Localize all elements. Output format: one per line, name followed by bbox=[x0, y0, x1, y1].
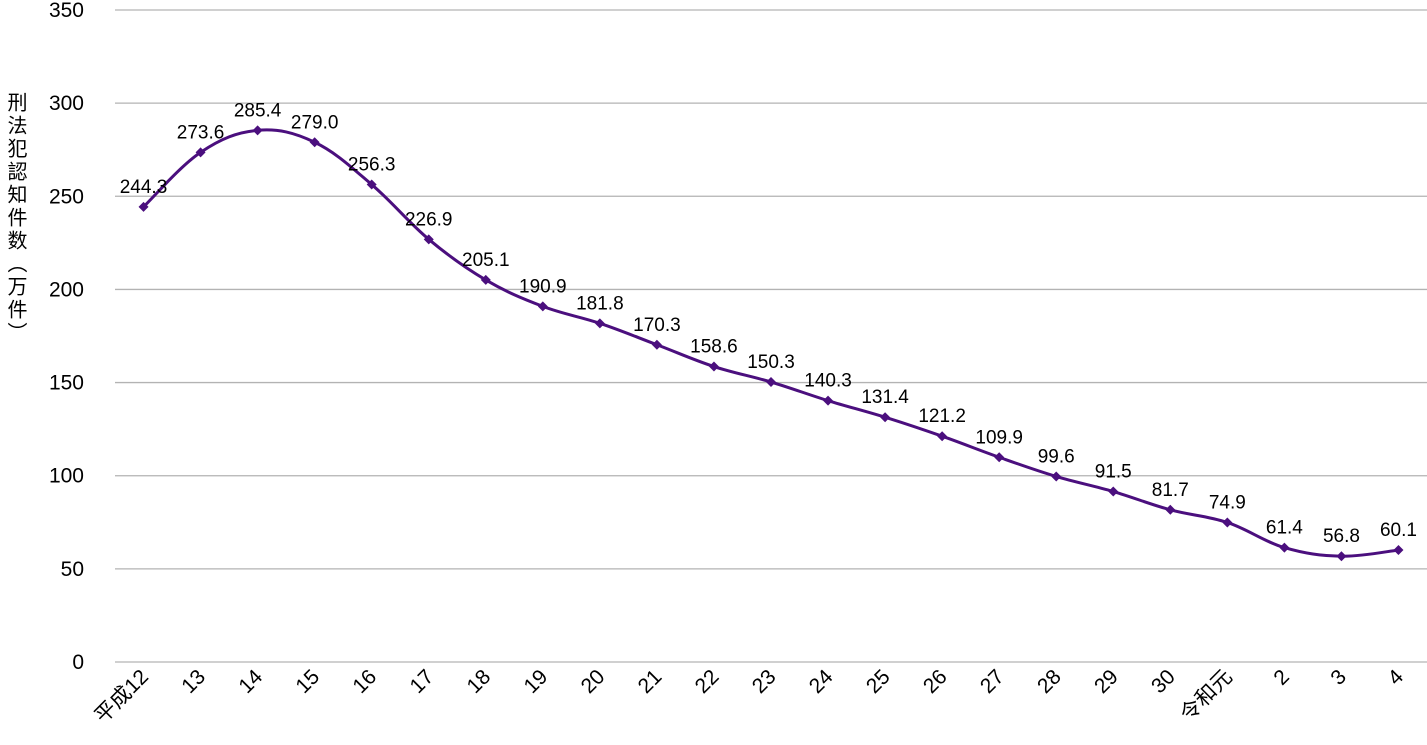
x-tick-label: 25 bbox=[862, 665, 895, 698]
data-label: 256.3 bbox=[348, 155, 396, 176]
data-label: 205.1 bbox=[462, 250, 510, 271]
data-point bbox=[651, 339, 662, 350]
data-point bbox=[1108, 486, 1119, 497]
x-tick-label: 19 bbox=[520, 665, 553, 698]
data-label: 158.6 bbox=[690, 337, 738, 358]
x-tick-label: 17 bbox=[405, 665, 438, 698]
data-label: 273.6 bbox=[177, 122, 225, 143]
data-point bbox=[1222, 517, 1233, 528]
data-label: 74.9 bbox=[1209, 492, 1246, 513]
data-point bbox=[594, 318, 605, 329]
y-tick-label: 250 bbox=[49, 185, 84, 208]
x-tick-label: 27 bbox=[976, 665, 1009, 698]
data-label: 121.2 bbox=[918, 406, 966, 427]
data-point bbox=[937, 431, 948, 442]
y-tick-label: 0 bbox=[72, 651, 84, 674]
y-tick-labels: 0 50 100 150 200 250 300 350 bbox=[49, 0, 84, 674]
data-point bbox=[1051, 471, 1062, 482]
gridlines bbox=[115, 9, 1427, 663]
data-labels: 244.3 273.6 285.4 279.0 256.3 226.9 205.1 190.9… bbox=[120, 100, 1417, 547]
y-tick-label: 300 bbox=[49, 92, 84, 115]
data-point bbox=[423, 234, 434, 245]
data-point bbox=[823, 395, 834, 406]
x-tick-label: 18 bbox=[463, 665, 496, 698]
data-point bbox=[1279, 542, 1290, 553]
data-label: 131.4 bbox=[861, 387, 909, 408]
series-group bbox=[138, 125, 1404, 562]
y-tick-label: 100 bbox=[49, 465, 84, 488]
x-tick-label: 令和元 bbox=[1176, 665, 1237, 726]
y-axis-label-wrap: 刑法犯認知件数（万件） bbox=[2, 92, 28, 345]
data-label: 140.3 bbox=[804, 371, 852, 392]
y-tick-label: 50 bbox=[61, 558, 84, 581]
x-tick-label: 22 bbox=[691, 665, 724, 698]
x-tick-label: 26 bbox=[919, 665, 952, 698]
data-point bbox=[309, 137, 320, 148]
data-label: 190.9 bbox=[519, 276, 567, 297]
data-point bbox=[1165, 504, 1176, 515]
x-tick-label: 23 bbox=[748, 665, 781, 698]
data-label: 170.3 bbox=[633, 315, 681, 336]
x-tick-label: 16 bbox=[348, 665, 381, 698]
data-point bbox=[195, 147, 206, 158]
data-label: 60.1 bbox=[1380, 520, 1417, 541]
data-label: 150.3 bbox=[747, 352, 795, 373]
data-label: 56.8 bbox=[1323, 526, 1360, 547]
series-line bbox=[142, 128, 1399, 558]
data-point bbox=[252, 125, 263, 136]
data-point bbox=[766, 377, 776, 388]
x-tick-label: 4 bbox=[1383, 665, 1408, 690]
x-tick-label: 28 bbox=[1033, 665, 1066, 698]
data-label: 285.4 bbox=[234, 100, 282, 121]
x-tick-labels: 平成12 13 14 15 16 17 18 19 20 21 22 23 24 25 26 27 28 29 30… bbox=[91, 665, 1409, 728]
x-tick-label: 3 bbox=[1326, 665, 1351, 690]
x-tick-label: 2 bbox=[1269, 665, 1294, 690]
data-label: 109.9 bbox=[975, 427, 1023, 448]
data-label: 226.9 bbox=[405, 209, 453, 230]
y-tick-label: 150 bbox=[49, 372, 84, 395]
y-tick-label: 200 bbox=[49, 278, 84, 301]
x-tick-label: 24 bbox=[805, 665, 838, 698]
y-axis-label: 刑法犯認知件数（万件） bbox=[4, 92, 28, 345]
data-point bbox=[880, 412, 891, 423]
data-label: 99.6 bbox=[1038, 446, 1075, 467]
data-point bbox=[138, 201, 149, 212]
data-label: 279.0 bbox=[291, 112, 339, 133]
data-point bbox=[994, 452, 1005, 463]
data-point bbox=[1393, 545, 1404, 556]
data-point bbox=[366, 179, 377, 190]
data-label: 91.5 bbox=[1095, 462, 1132, 483]
x-tick-label: 13 bbox=[177, 665, 210, 698]
y-tick-label: 350 bbox=[49, 0, 84, 22]
x-tick-label: 30 bbox=[1147, 665, 1180, 698]
data-label: 181.8 bbox=[576, 293, 624, 314]
data-label: 61.4 bbox=[1266, 518, 1303, 539]
data-label: 81.7 bbox=[1152, 480, 1189, 501]
data-point bbox=[480, 274, 491, 285]
data-label: 244.3 bbox=[120, 177, 168, 198]
data-point bbox=[708, 361, 719, 372]
x-tick-label: 29 bbox=[1090, 665, 1123, 698]
x-tick-label: 平成12 bbox=[91, 665, 153, 727]
data-point bbox=[537, 301, 548, 312]
x-tick-label: 15 bbox=[291, 665, 324, 698]
x-tick-label: 21 bbox=[634, 665, 667, 698]
data-point bbox=[1336, 551, 1347, 562]
x-tick-label: 14 bbox=[234, 665, 267, 698]
x-tick-label: 20 bbox=[577, 665, 610, 698]
